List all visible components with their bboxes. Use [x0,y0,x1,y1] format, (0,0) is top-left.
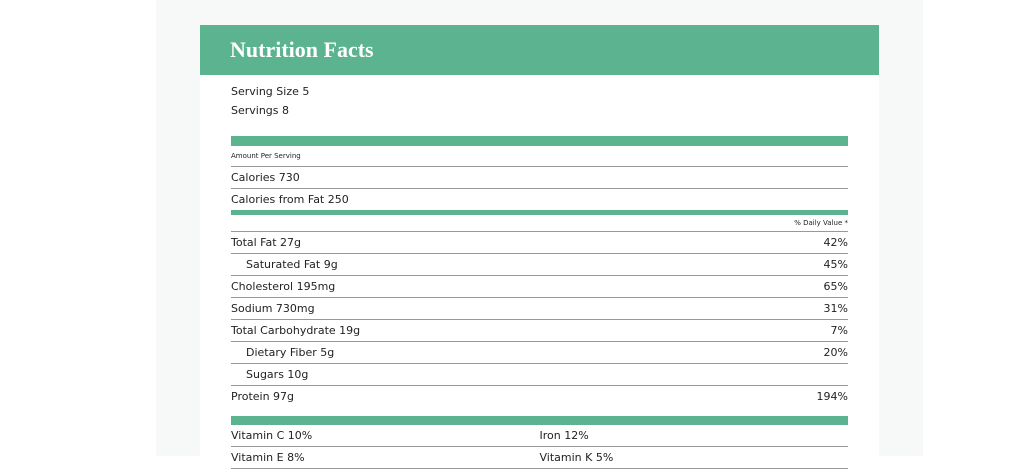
calories-row: Calories 730 [231,167,848,189]
vitamin-row: Vitamin E 8% Vitamin K 5% [231,447,848,469]
nutrient-row: Sodium 730mg 31% [231,298,848,320]
amount-per-serving: Amount Per Serving [231,146,848,167]
vitamin: Vitamin C 10% [231,429,313,442]
nutrient-label: Total Carbohydrate 19g [231,324,361,337]
nutrient-label: Total Fat 27g [231,236,302,249]
body: Nutrition Facts Serving Size 5 Servings … [200,25,879,469]
vitamin: Vitamin E 8% [231,451,305,464]
daily-value: 194% [816,390,848,403]
nutrient-row: Sugars 10g [231,364,848,386]
servings: Servings 8 [231,104,290,117]
nutrient-label: Saturated Fat 9g [246,258,338,271]
title: Nutrition Facts [230,37,374,62]
nutrition-card: Nutrition Facts Serving Size 5 Servings … [200,25,879,469]
daily-value-heading: % Daily Value * [231,215,848,232]
label-content: Serving Size 5 Servings 8 Amount Per Ser… [231,75,848,469]
nutrient-row: Total Carbohydrate 19g 7% [231,320,848,342]
nutrient-label: Cholesterol 195mg [231,280,336,293]
header: Nutrition Facts [200,25,879,75]
nutrient-row: Dietary Fiber 5g 20% [231,342,848,364]
nutrient-label: Protein 97g [231,390,295,403]
text: Amount Per Serving [231,152,301,160]
vitamin: Vitamin K 5% [539,451,614,464]
daily-value: 31% [823,302,848,315]
text: % Daily Value * [794,219,848,227]
nutrient-row: Cholesterol 195mg 65% [231,276,848,298]
daily-value: 45% [823,258,848,271]
divider-bar [231,136,848,146]
nutrient-row: Protein 97g 194% [231,386,848,407]
divider-bar [231,416,848,425]
daily-value: 65% [823,280,848,293]
nutrient-label: Dietary Fiber 5g [246,346,335,359]
vitamin-row: Vitamin C 10% Iron 12% [231,425,848,447]
text: Calories 730 [231,171,300,184]
page: Nutrition Facts {"header": {"title": "Nu… [200,25,879,469]
nutrient-row: Saturated Fat 9g 45% [231,254,848,276]
vitamin: Iron 12% [539,429,589,442]
text: Calories from Fat 250 [231,193,349,206]
daily-value: 42% [823,236,848,249]
divider-bar [231,210,848,215]
nutrient-label: Sodium 730mg [231,302,315,315]
nutrient-row: Total Fat 27g 42% [231,232,848,254]
daily-value: 7% [830,324,848,337]
nutrient-label: Sugars 10g [246,368,309,381]
serving-size: Serving Size 5 [231,85,310,98]
daily-value: 20% [823,346,848,359]
calories-fat-row: Calories from Fat 250 [231,189,848,210]
